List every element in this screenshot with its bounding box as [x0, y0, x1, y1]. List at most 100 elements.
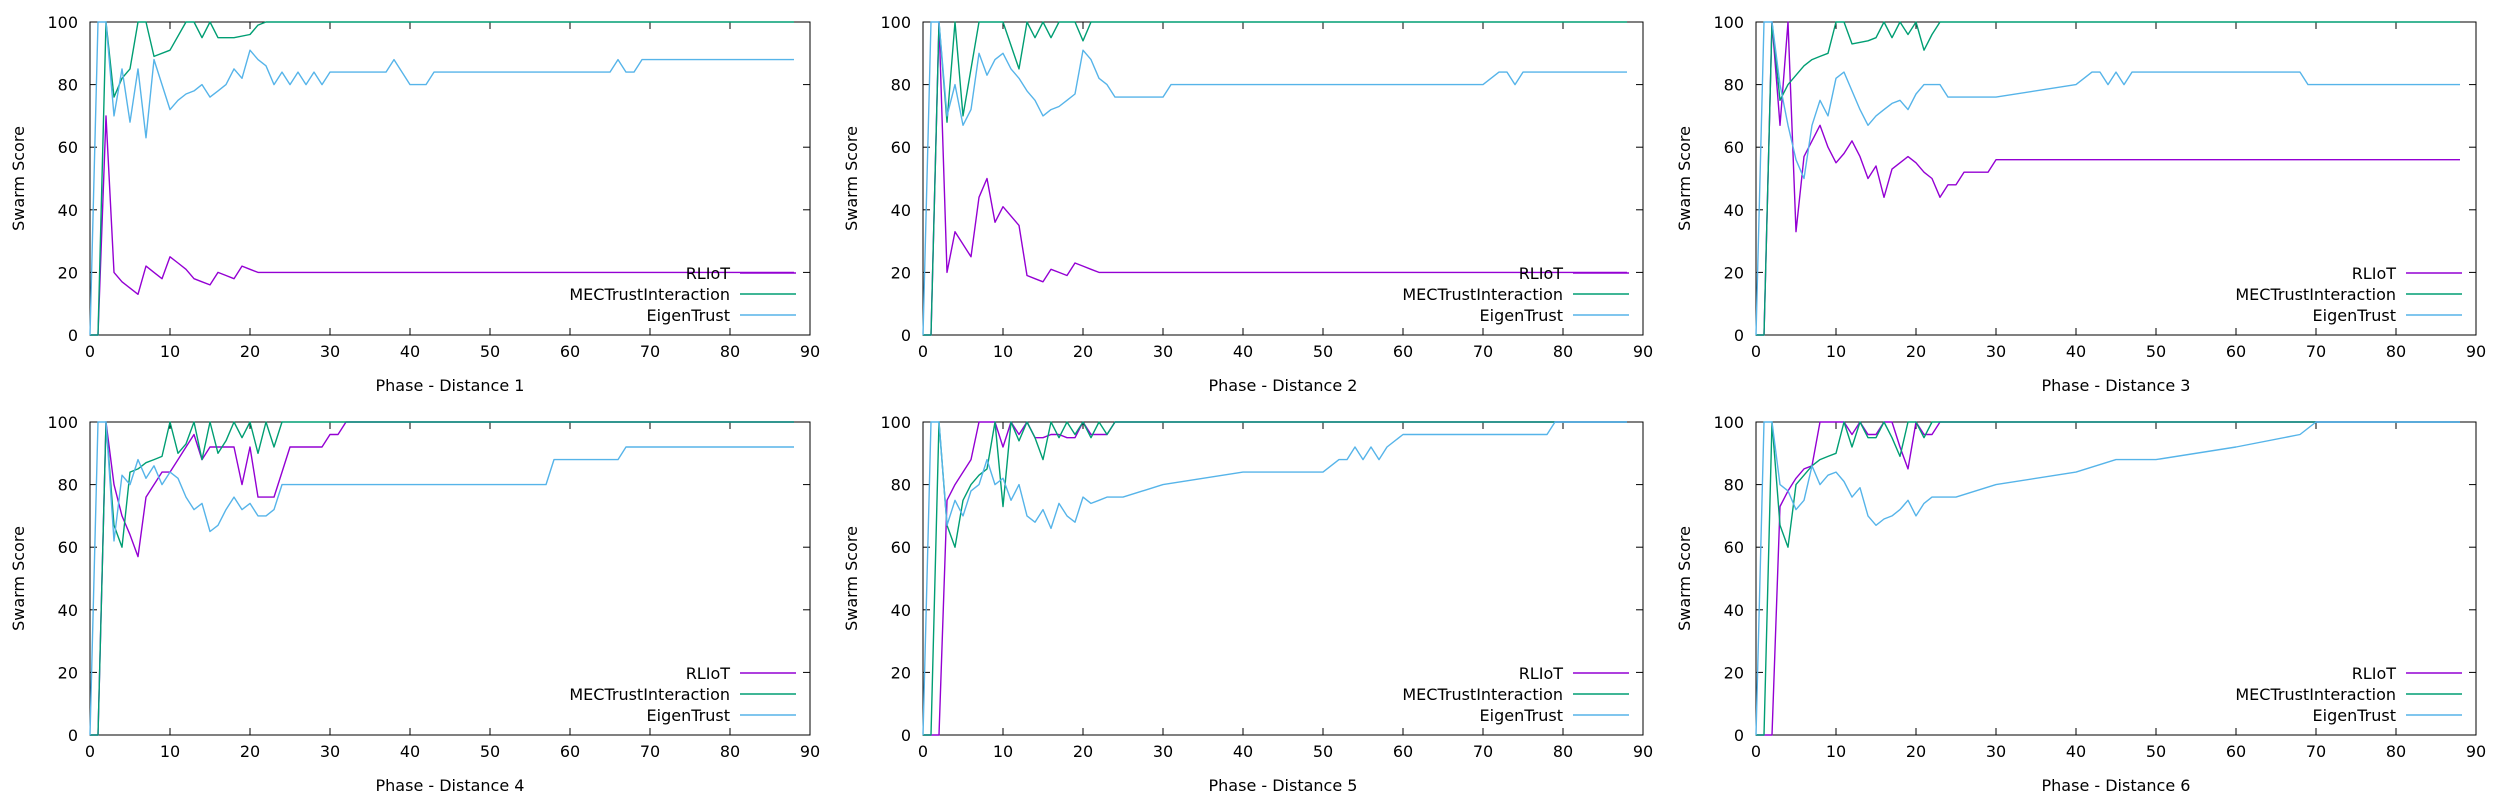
x-tick-label: 10 [993, 742, 1013, 761]
series-line-eigentrust [922, 421, 1627, 736]
y-tick-label: 100 [1713, 413, 1744, 432]
x-tick-label: 40 [2066, 742, 2086, 761]
y-tick-label: 80 [891, 76, 911, 95]
y-tick-label: 60 [58, 138, 78, 157]
x-axis-label: Phase - Distance 1 [376, 376, 525, 395]
y-tick-label: 40 [58, 601, 78, 620]
x-tick-label: 20 [240, 742, 260, 761]
series-line-mectrustinteraction [90, 21, 794, 336]
series-line-rliot [923, 21, 1627, 336]
x-tick-label: 70 [640, 742, 660, 761]
x-tick-label: 0 [85, 742, 95, 761]
x-tick-label: 30 [1153, 742, 1173, 761]
legend-label: RLIoT [1519, 264, 1564, 283]
x-tick-label: 20 [1073, 342, 1093, 361]
y-tick-label: 60 [891, 538, 911, 557]
x-tick-label: 40 [400, 742, 420, 761]
legend-label: EigenTrust [2313, 706, 2396, 725]
y-tick-label: 20 [1724, 263, 1744, 282]
x-tick-label: 0 [918, 342, 928, 361]
x-tick-label: 30 [1153, 342, 1173, 361]
series-line-rliot [90, 421, 794, 736]
x-tick-label: 80 [1553, 742, 1573, 761]
legend-label: RLIoT [686, 264, 731, 283]
series-line-mectrustinteraction [90, 421, 794, 736]
x-tick-label: 50 [1313, 342, 1333, 361]
legend-label: MECTrustInteraction [2235, 285, 2396, 304]
x-tick-label: 80 [1553, 342, 1573, 361]
y-tick-label: 0 [68, 326, 78, 345]
y-tick-label: 60 [1724, 538, 1744, 557]
y-tick-label: 100 [47, 413, 78, 432]
legend-label: RLIoT [686, 664, 731, 683]
x-tick-label: 90 [2466, 742, 2486, 761]
series-line-rliot [1756, 21, 2460, 336]
y-tick-label: 40 [891, 601, 911, 620]
y-tick-label: 80 [1724, 476, 1744, 495]
x-axis-label: Phase - Distance 5 [1209, 776, 1358, 795]
x-tick-label: 10 [1826, 742, 1846, 761]
series-line-mectrustinteraction [1756, 21, 2460, 336]
y-tick-label: 40 [58, 201, 78, 220]
x-tick-label: 80 [720, 342, 740, 361]
y-tick-label: 0 [68, 726, 78, 745]
x-tick-label: 90 [800, 342, 820, 361]
x-tick-label: 70 [640, 342, 660, 361]
y-tick-label: 80 [1724, 76, 1744, 95]
x-tick-label: 30 [1986, 742, 2006, 761]
series-line-mectrustinteraction [923, 421, 1627, 736]
x-tick-label: 90 [1633, 342, 1653, 361]
x-axis-label: Phase - Distance 6 [2042, 776, 2191, 795]
chart-panel-6: 0 10 20 30 40 50 60 70 80 90 0 20 40 60 80 100 Phase - D… [1675, 413, 2486, 795]
series-line-eigentrust [1755, 21, 2460, 336]
x-tick-label: 50 [2146, 742, 2166, 761]
y-tick-label: 0 [901, 726, 911, 745]
x-tick-label: 20 [1906, 742, 1926, 761]
y-axis-label: Swarm Score [9, 526, 28, 631]
x-tick-label: 60 [560, 742, 580, 761]
x-tick-label: 80 [720, 742, 740, 761]
y-tick-label: 100 [880, 413, 911, 432]
x-tick-label: 20 [1906, 342, 1926, 361]
y-tick-label: 0 [901, 326, 911, 345]
y-tick-label: 40 [1724, 601, 1744, 620]
x-tick-label: 60 [2226, 342, 2246, 361]
legend-label: MECTrustInteraction [1402, 285, 1563, 304]
y-tick-label: 60 [891, 138, 911, 157]
series-line-rliot [90, 115, 794, 336]
legend-label: EigenTrust [1480, 706, 1563, 725]
y-tick-label: 20 [891, 263, 911, 282]
chart-panel-3: 0 10 20 30 40 50 60 70 80 90 0 20 40 60 80 100 Phase - D… [1675, 13, 2486, 395]
x-tick-label: 70 [1473, 342, 1493, 361]
x-tick-label: 10 [160, 742, 180, 761]
x-tick-label: 10 [993, 342, 1013, 361]
series-line-eigentrust [1755, 421, 2460, 736]
x-axis-label: Phase - Distance 4 [376, 776, 525, 795]
x-tick-label: 40 [1233, 742, 1253, 761]
x-tick-label: 60 [560, 342, 580, 361]
legend-label: EigenTrust [647, 306, 730, 325]
y-tick-label: 40 [891, 201, 911, 220]
x-tick-label: 60 [1393, 342, 1413, 361]
series-line-mectrustinteraction [923, 21, 1627, 336]
y-tick-label: 80 [58, 76, 78, 95]
legend-label: EigenTrust [1480, 306, 1563, 325]
x-tick-label: 90 [800, 742, 820, 761]
x-tick-label: 70 [1473, 742, 1493, 761]
series-line-eigentrust [89, 21, 794, 336]
x-tick-label: 80 [2386, 342, 2406, 361]
x-tick-label: 0 [85, 342, 95, 361]
legend-label: RLIoT [1519, 664, 1564, 683]
x-tick-label: 40 [2066, 342, 2086, 361]
y-tick-label: 80 [58, 476, 78, 495]
y-axis-label: Swarm Score [1675, 126, 1694, 231]
x-tick-label: 90 [2466, 342, 2486, 361]
y-tick-label: 20 [58, 663, 78, 682]
legend-label: MECTrustInteraction [569, 285, 730, 304]
x-tick-label: 20 [240, 342, 260, 361]
x-tick-label: 50 [480, 742, 500, 761]
chart-panel-2: 0 10 20 30 40 50 60 70 80 90 0 20 40 60 80 100 Phase - D… [842, 13, 1653, 395]
y-tick-label: 60 [1724, 138, 1744, 157]
legend-label: EigenTrust [2313, 306, 2396, 325]
